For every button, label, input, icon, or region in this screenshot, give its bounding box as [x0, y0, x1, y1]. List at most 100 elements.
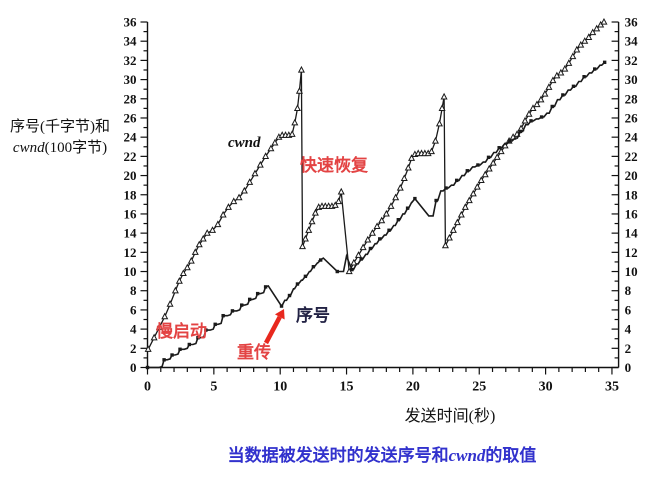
- fast-recovery-label: 快速恢复: [300, 156, 368, 175]
- cwnd-marker: [438, 104, 446, 111]
- y-tick-label-left: 36: [124, 15, 138, 30]
- cwnd-curve-label: cwnd: [228, 135, 261, 151]
- sequence-marker: [230, 309, 235, 313]
- y-tick-label-right: 8: [625, 283, 632, 298]
- cwnd-marker: [440, 92, 448, 100]
- cwnd-marker: [187, 256, 195, 264]
- cwnd-marker: [271, 138, 279, 146]
- cwnd-marker: [593, 24, 601, 32]
- sequence-marker: [368, 246, 373, 251]
- sequence-marker: [279, 304, 284, 308]
- cwnd-marker: [477, 176, 485, 183]
- x-tick-label: 30: [539, 380, 553, 395]
- cwnd-marker: [256, 160, 264, 168]
- y-tick-label-right: 22: [625, 149, 638, 164]
- y-tick-label-right: 30: [625, 72, 638, 87]
- x-tick-label: 0: [144, 380, 151, 395]
- sequence-marker: [204, 328, 208, 332]
- sequence-marker: [387, 228, 391, 232]
- sequence-marker: [170, 353, 174, 357]
- y-tick-label-left: 14: [124, 226, 138, 241]
- y-tick-label-left: 18: [124, 187, 138, 202]
- y-tick-label-right: 36: [625, 15, 639, 30]
- cwnd-marker: [301, 234, 309, 242]
- cwnd-marker: [585, 33, 593, 40]
- retransmit-arrow: [263, 315, 282, 345]
- sequence-marker: [287, 293, 292, 298]
- y-tick-label-left: 20: [124, 168, 137, 183]
- cwnd-marker: [297, 65, 305, 73]
- cwnd-marker: [175, 277, 183, 284]
- cwnd-marker: [144, 345, 152, 352]
- cwnd-curve: [147, 21, 605, 350]
- sequence-marker: [187, 342, 192, 347]
- y-tick-label-right: 2: [625, 341, 632, 356]
- cwnd-marker: [354, 251, 363, 258]
- cwnd-marker: [240, 186, 248, 194]
- y-tick-label-left: 28: [124, 91, 138, 106]
- y-tick-label-left: 16: [124, 206, 138, 221]
- cwnd-marker: [453, 218, 461, 226]
- y-tick-label-right: 4: [625, 322, 632, 337]
- y-tick-label-left: 24: [124, 130, 138, 145]
- y-tick-label-right: 0: [625, 360, 632, 375]
- cwnd-marker: [359, 243, 367, 251]
- sequence-marker: [396, 218, 401, 222]
- cwnd-marker: [469, 189, 477, 197]
- cwnd-marker: [235, 193, 243, 201]
- sequence-marker: [378, 237, 382, 241]
- cwnd-marker: [465, 196, 473, 204]
- cwnd-marker: [497, 147, 505, 155]
- retransmit-arrowhead: [274, 309, 285, 320]
- sequence-marker: [434, 198, 438, 203]
- y-axis-label: 序号(千字节)和 cwnd(100字节): [2, 117, 118, 159]
- sequence-marker: [539, 115, 544, 119]
- y-tick-label-right: 20: [625, 168, 638, 183]
- x-tick-label: 25: [472, 380, 486, 395]
- y-tick-label-left: 22: [124, 149, 137, 164]
- cwnd-marker: [569, 52, 577, 60]
- cwnd-marker: [191, 248, 199, 255]
- cwnd-marker: [493, 153, 501, 160]
- cwnd-marker: [396, 183, 404, 191]
- y-tick-label-right: 34: [625, 34, 639, 49]
- y-axis-label-line2: cwnd(100字节): [12, 140, 108, 156]
- cwnd-marker: [581, 37, 589, 44]
- cwnd-marker: [150, 333, 158, 341]
- y-tick-label-left: 0: [130, 360, 137, 375]
- y-tick-label-right: 14: [625, 226, 639, 241]
- figure-caption: 当数据被发送时的发送序号和cwnd的取值: [227, 446, 537, 465]
- sequence-marker: [444, 186, 448, 190]
- cwnd-marker: [461, 203, 469, 210]
- y-tick-label-left: 6: [130, 302, 137, 317]
- y-tick-label-right: 18: [625, 187, 639, 202]
- y-tick-label-right: 26: [625, 110, 639, 125]
- cwnd-marker: [298, 242, 307, 250]
- cwnd-marker: [404, 163, 412, 171]
- cwnd-marker: [573, 45, 581, 53]
- sequence-marker: [486, 155, 491, 160]
- cwnd-marker: [155, 323, 163, 330]
- cwnd-marker: [214, 220, 222, 228]
- sequence-marker: [550, 104, 554, 109]
- cwnd-marker: [293, 104, 301, 111]
- sequence-marker: [561, 93, 565, 97]
- sequence-marker: [497, 146, 501, 150]
- cwnd-marker: [435, 119, 443, 127]
- cwnd-marker: [457, 210, 465, 218]
- sequence-marker: [263, 285, 268, 289]
- cwnd-marker: [378, 216, 386, 224]
- cwnd-marker: [441, 241, 449, 249]
- cwnd-marker: [557, 68, 565, 76]
- cwnd-marker: [549, 76, 557, 84]
- y-tick-label-left: 30: [124, 72, 137, 87]
- sequence-marker: [221, 313, 225, 318]
- sequence-marker: [318, 258, 323, 262]
- sequence-marker: [582, 75, 586, 79]
- cwnd-marker: [219, 210, 227, 218]
- y-tick-label-left: 26: [124, 110, 138, 125]
- cwnd-marker: [291, 118, 299, 126]
- cwnd-marker: [350, 258, 358, 266]
